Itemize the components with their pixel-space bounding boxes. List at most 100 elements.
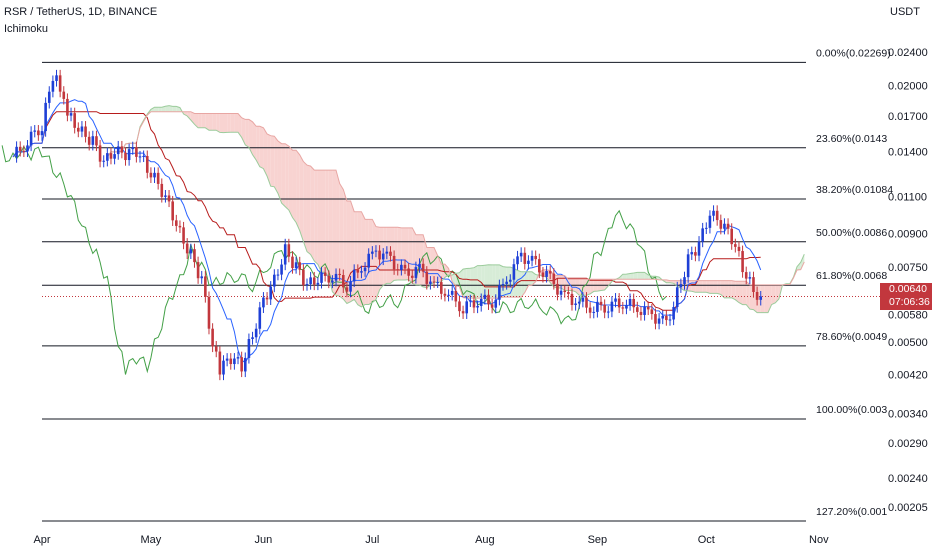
candle-body (95, 136, 98, 146)
candle-body (51, 80, 55, 92)
cloud-segment (575, 279, 580, 296)
candle-body (331, 280, 334, 283)
y-tick-label-9: 0.00420 (888, 369, 928, 381)
candle-body (327, 275, 331, 283)
ichimoku-lines (1, 99, 880, 375)
cloud-segment (198, 113, 202, 128)
cloud-segment (321, 170, 326, 273)
indicator-label[interactable]: Ichimoku (4, 23, 49, 35)
cloud-segment (397, 227, 402, 281)
candle-body (309, 277, 312, 285)
candle-body (501, 284, 505, 286)
y-tick-label-6: 0.00750 (888, 262, 928, 274)
cloud-segment (296, 150, 300, 231)
cloud-segment (463, 268, 467, 299)
candle-body (175, 220, 178, 226)
cloud-segment (219, 113, 224, 133)
cloud-segment (702, 280, 707, 293)
candle-body (577, 301, 581, 304)
countdown-timer: 07:06:36 (889, 296, 930, 309)
candle-body (218, 351, 222, 375)
candle-body (636, 307, 639, 312)
candle-body (440, 282, 443, 294)
candle-body (494, 299, 498, 308)
cloud-segment (227, 113, 231, 133)
cloud-segment (357, 211, 362, 307)
cloud-segment (288, 146, 293, 218)
candle-body (567, 292, 570, 294)
candle-body (251, 337, 254, 340)
candle-body (487, 294, 490, 305)
candle-body (603, 304, 606, 313)
current-price-badge: 0.00640 07:06:36 (880, 283, 932, 311)
y-tick-label-1: 0.02000 (888, 81, 928, 93)
cloud-segment (365, 219, 369, 305)
candle-body (84, 126, 87, 137)
candle-body (258, 307, 262, 329)
cloud-segment (274, 136, 278, 194)
cloud-segment (630, 273, 634, 280)
candle-body (585, 297, 588, 308)
candle-body (138, 156, 142, 158)
candle-body (665, 315, 668, 321)
candle-body (262, 297, 265, 308)
candle-body (538, 259, 541, 273)
candle-body (556, 283, 559, 295)
candle-body (243, 357, 247, 372)
time-axis: Apr May Jun Jul Aug Sep Oct Nov (33, 534, 829, 546)
candle-body (320, 272, 323, 283)
candle-body (363, 267, 367, 272)
cloud-segment (691, 280, 696, 293)
candle-body (193, 249, 196, 263)
cloud-segment (245, 119, 249, 148)
cloud-segment (150, 107, 155, 112)
candle-body (352, 269, 356, 282)
x-tick-label-1: May (141, 534, 162, 546)
candle-body (708, 215, 712, 228)
fib-label-4: 61.80%(0.0068 (816, 270, 887, 282)
x-tick-label-2: Jun (255, 534, 273, 546)
candle-body (469, 300, 472, 302)
cloud-segment (470, 267, 474, 299)
candle-body (625, 305, 628, 309)
candle-body (752, 277, 755, 292)
cloud-segment (604, 279, 609, 291)
candle-body (596, 301, 599, 312)
y-tick-label-10: 0.00340 (888, 408, 928, 420)
candle-body (632, 299, 635, 308)
candle-body (443, 293, 447, 296)
cloud-segment (277, 140, 282, 204)
candle-body (523, 252, 527, 264)
candle-body (374, 250, 378, 252)
candle-body (574, 303, 577, 305)
x-tick-label-6: Oct (698, 534, 715, 546)
candle-body (755, 291, 759, 300)
candle-body (581, 297, 585, 302)
candle-body (229, 358, 233, 365)
cloud-segment (336, 170, 340, 297)
candle-body (748, 277, 752, 279)
cloud-segment (343, 189, 347, 304)
candle-body (153, 172, 156, 178)
cloud-segment (281, 143, 286, 207)
chart-title: RSR / TetherUS, 1D, BINANCE (4, 6, 158, 18)
cloud-segment (673, 280, 678, 287)
cloud-segment (172, 106, 177, 112)
cloud-segment (717, 280, 721, 295)
candle-body (712, 210, 715, 216)
candle-body (657, 318, 661, 324)
cloud-segment (582, 279, 587, 296)
fib-label-3: 50.00%(0.0086 (816, 227, 887, 239)
lagging-span (1, 145, 667, 375)
candle-body (715, 210, 719, 221)
candle-body (29, 131, 33, 146)
candle-body (516, 256, 519, 265)
candle-body (182, 227, 185, 244)
candle-body (334, 273, 338, 281)
candle-body (548, 271, 552, 274)
candle-body (280, 264, 283, 275)
cloud-segment (517, 270, 522, 298)
cloud-segment (473, 265, 478, 299)
cloud-segment (760, 284, 765, 313)
